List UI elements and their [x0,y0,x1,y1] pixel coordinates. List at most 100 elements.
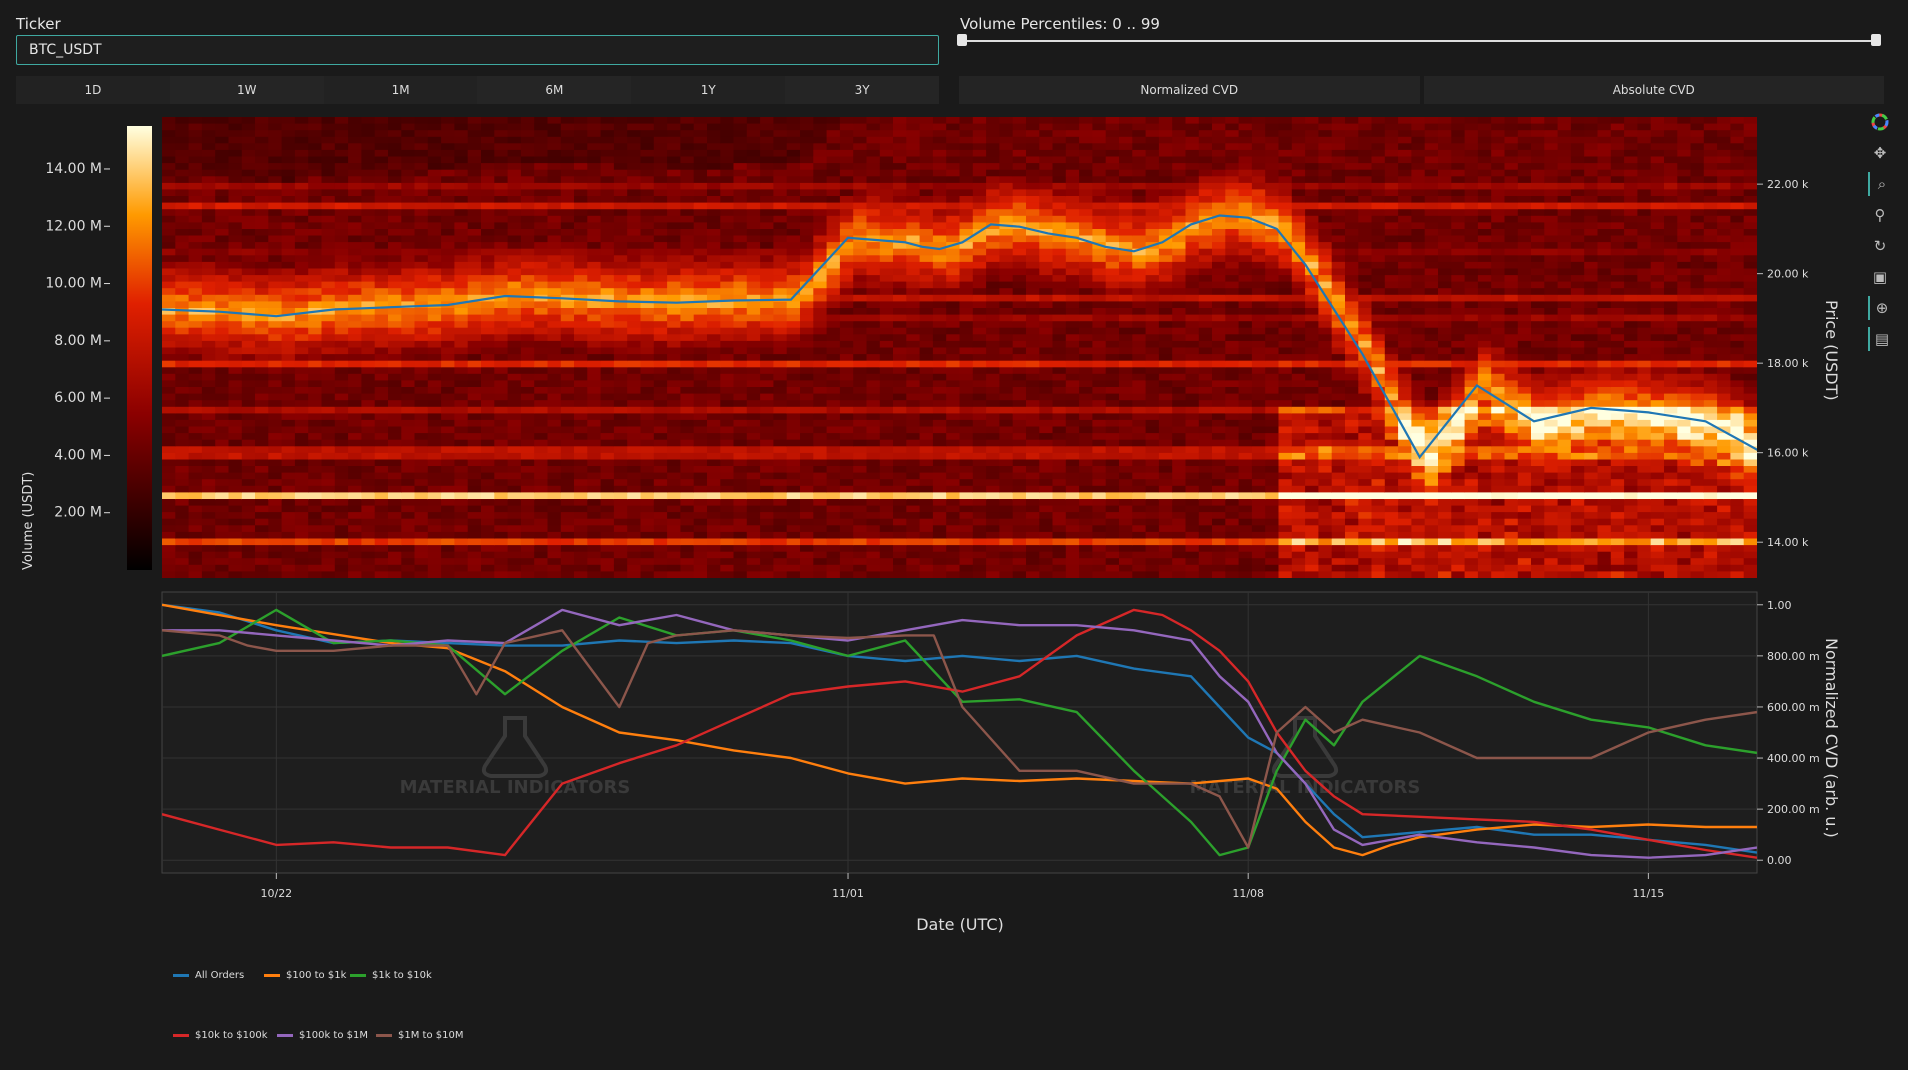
ticker-input[interactable] [16,35,939,65]
percentile-slider-track[interactable] [962,40,1877,42]
heatmap-cell [255,169,269,177]
heatmap-cell [760,314,774,322]
heatmap-cell [294,367,309,375]
heatmap-cell [959,518,974,526]
heatmap-cell [175,485,190,493]
percentile-slider-min-handle[interactable] [957,34,967,46]
heatmap-cell [494,545,509,553]
heatmap-cell [201,288,216,296]
heatmap-cell [467,360,482,368]
save-icon[interactable]: ▣ [1872,268,1888,286]
heatmap-cell [1052,163,1067,171]
heatmap-cell [760,393,774,401]
heatmap-cell [334,143,349,151]
heatmap-cell [680,472,695,480]
heatmap-cell [547,340,562,349]
heatmap-cell [1079,373,1093,381]
heatmap-cell [1065,143,1080,151]
heatmap-cell [946,419,961,428]
heatmap-cell [1065,327,1080,335]
timeframe-1w-button[interactable]: 1W [169,76,324,104]
heatmap-cell [693,176,708,184]
heatmap-cell [640,169,655,177]
heatmap-cell [321,406,336,414]
crosshair-icon[interactable]: ⊕ [1868,296,1894,320]
timeframe-1y-button[interactable]: 1Y [631,76,786,104]
heatmap-cell [268,229,283,237]
heatmap-cell [879,531,894,540]
heatmap-cell [773,268,788,276]
absolute-cvd-button[interactable]: Absolute CVD [1423,76,1884,104]
heatmap-cell [760,288,774,296]
heatmap-cell [640,525,655,533]
heatmap-cell [946,433,961,441]
heatmap-cell [720,564,735,572]
heatmap-cell [1052,354,1067,362]
heatmap-cell [999,472,1014,480]
heatmap-cell [800,505,814,513]
heatmap-cell [321,176,336,184]
heatmap-cell [1079,117,1093,125]
heatmap-cell [693,485,708,493]
heatmap-cell [866,130,881,138]
heatmap-cell [600,163,615,171]
heatmap-cell [1012,156,1027,164]
heatmap-cell [853,117,868,125]
pan-icon[interactable]: ✥ [1873,144,1887,162]
percentile-slider-max-handle[interactable] [1871,34,1881,46]
heatmap-cell [348,229,362,237]
heatmap-cell [441,123,455,131]
heatmap-cell [441,255,455,263]
heatmap-cell [188,215,203,223]
box-zoom-icon[interactable]: ⌕ [1868,172,1894,196]
hover-icon[interactable]: ▤ [1868,327,1894,351]
heatmap-cell [268,538,283,546]
heatmap-cell [932,301,947,309]
heatmap-cell [520,525,535,533]
heatmap-cell [427,499,442,507]
heatmap-cell [839,334,854,342]
heatmap-cell [215,380,230,388]
timeframe-6m-button[interactable]: 6M [477,76,632,104]
heatmap-cell [879,301,894,309]
timeframe-1d-button[interactable]: 1D [16,76,170,104]
heatmap-cell [760,222,774,230]
heatmap-cell [1052,143,1067,151]
heatmap-cell [800,321,814,329]
wheel-zoom-icon[interactable]: ⚲ [1874,206,1886,224]
heatmap-cell [241,492,256,500]
heatmap-cell [574,446,588,454]
timeframe-1m-button[interactable]: 1M [323,76,478,104]
heatmap-cell [826,136,841,144]
heatmap-cell [707,499,721,507]
heatmap-cell [627,472,642,480]
heatmap-cell [959,143,974,151]
normalized-cvd-button[interactable]: Normalized CVD [959,76,1420,104]
heatmap-plot[interactable] [162,117,1908,579]
heatmap-cell [760,275,774,283]
heatmap-cell [959,564,974,572]
heatmap-cell [1026,499,1040,507]
heatmap-cell [574,571,588,578]
heatmap-cell [746,531,761,540]
heatmap-cell [760,479,774,487]
heatmap-cell [308,499,323,507]
heatmap-cell [1039,294,1054,302]
reset-icon[interactable]: ↻ [1873,237,1887,255]
heatmap-cell [507,360,522,368]
heatmap-cell [334,347,349,355]
heatmap-cell [547,413,562,421]
heatmap-cell [720,196,735,204]
timeframe-3y-button[interactable]: 3Y [785,76,939,104]
heatmap-cell [494,308,509,316]
heatmap-cell [813,479,828,487]
heatmap-cell [786,196,801,204]
heatmap-cell [746,518,761,526]
heatmap-cell [228,499,243,507]
heatmap-cell [839,538,854,546]
heatmap-cell [1092,209,1107,217]
heatmap-cell [414,393,429,401]
heatmap-cell [374,419,389,428]
heatmap-cell [215,117,230,125]
heatmap-cell [268,340,283,349]
